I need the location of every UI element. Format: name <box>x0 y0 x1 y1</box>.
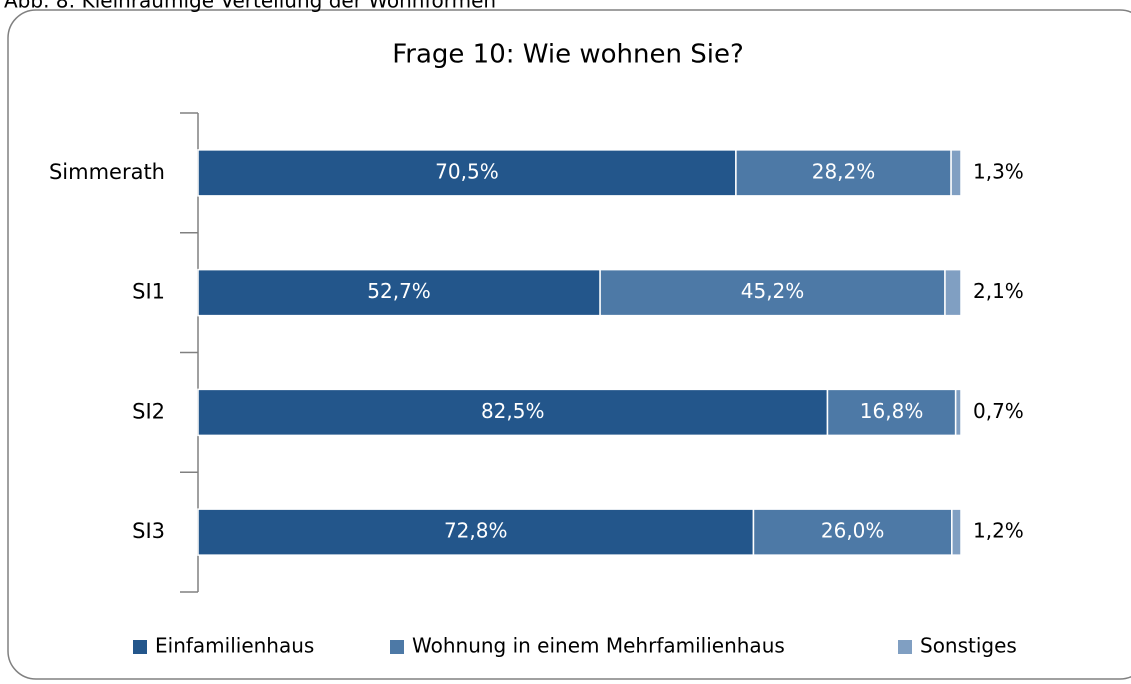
legend-label: Einfamilienhaus <box>155 634 314 658</box>
data-label: 72,8% <box>444 519 508 543</box>
bar-segment <box>951 508 962 556</box>
bar-segment <box>826 388 957 437</box>
data-label: 1,3% <box>973 159 1024 183</box>
y-tick-label: SI3 <box>132 519 165 543</box>
bar-segment <box>197 508 755 556</box>
data-label: 16,8% <box>860 399 924 423</box>
data-label: 70,5% <box>435 159 499 183</box>
legend-swatch <box>898 640 912 654</box>
chart-title: Frage 10: Wie wohnen Sie? <box>392 40 744 70</box>
bar-segment <box>954 388 962 437</box>
legend-label: Sonstiges <box>920 634 1017 658</box>
legend-label: Wohnung in einem Mehrfamilienhaus <box>412 634 785 658</box>
chart-frame <box>7 9 1131 680</box>
data-label: 1,2% <box>973 519 1024 543</box>
data-label: 26,0% <box>821 519 885 543</box>
data-label: 2,1% <box>973 279 1024 303</box>
legend-swatch <box>133 640 147 654</box>
bar-segment <box>752 508 953 556</box>
data-label: 82,5% <box>481 399 545 423</box>
bar-segment <box>944 268 962 317</box>
bar-segment <box>950 149 962 197</box>
legend-swatch <box>390 640 404 654</box>
y-tick-label: SI1 <box>132 280 165 304</box>
bar-segment <box>197 388 829 437</box>
caption: Abb. 8: Kleinräumige Verteilung der Wohn… <box>4 0 496 13</box>
y-tick-label: Simmerath <box>49 160 165 184</box>
bar-segment <box>599 268 946 317</box>
data-label: 0,7% <box>973 399 1024 423</box>
data-label: 45,2% <box>741 279 805 303</box>
data-label: 52,7% <box>367 279 431 303</box>
bar-segment <box>197 149 737 197</box>
data-label: 28,2% <box>812 159 876 183</box>
y-tick-label: SI2 <box>132 399 165 423</box>
